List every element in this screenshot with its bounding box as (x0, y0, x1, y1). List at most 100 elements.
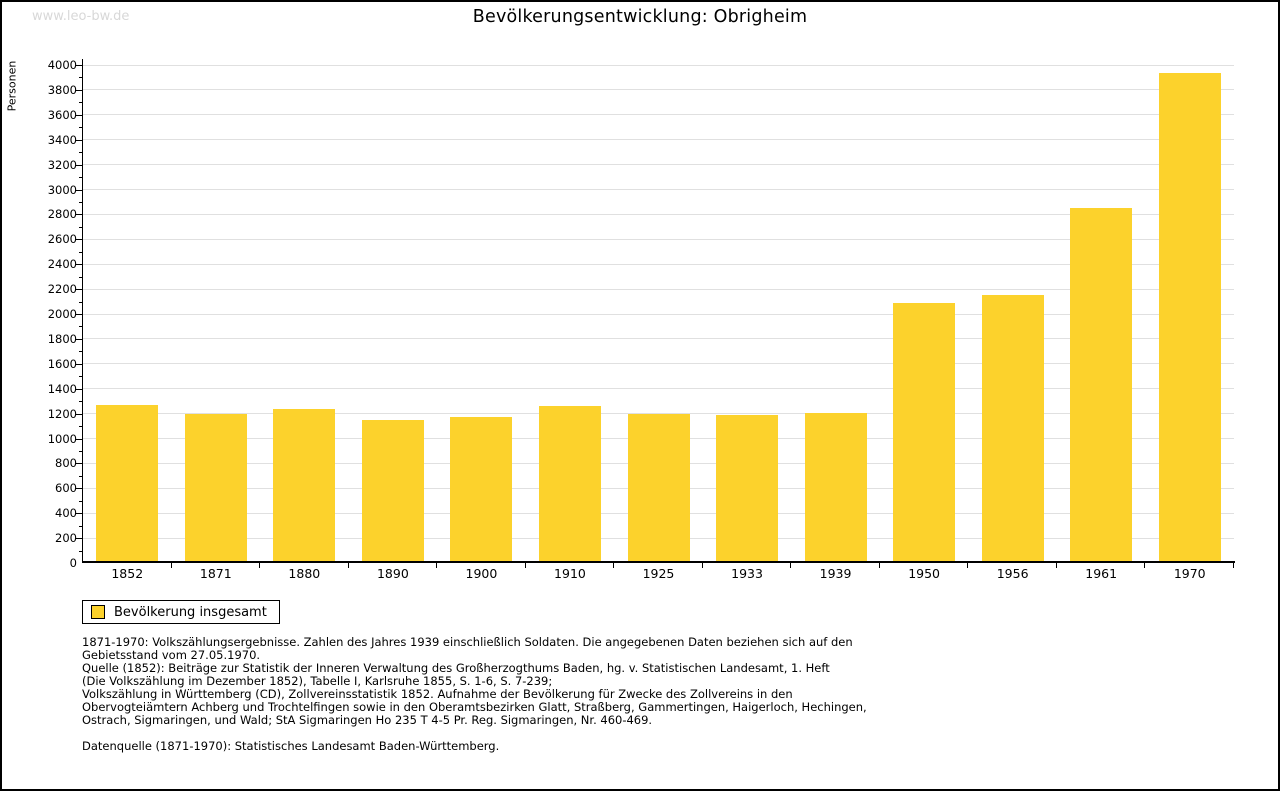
y-axis-tick (76, 513, 83, 515)
watermark: www.leo-bw.de (32, 9, 130, 24)
y-axis-minor-tick (79, 276, 83, 278)
x-axis-tick-label: 1939 (819, 566, 852, 581)
bar (893, 302, 956, 563)
x-axis-tick-label: 1900 (465, 566, 498, 581)
x-axis-tick (1055, 563, 1057, 568)
y-axis-tick (76, 214, 83, 216)
bar (184, 413, 247, 563)
y-axis-tick-label: 200 (55, 531, 77, 546)
y-axis-tick-label: 0 (69, 556, 77, 570)
y-axis-minor-tick (79, 201, 83, 203)
bar (627, 414, 690, 563)
y-axis-line (82, 59, 83, 563)
gridline (83, 238, 1234, 240)
footnote-line: Ostrach, Sigmaringen, und Wald; StA Sigm… (82, 713, 653, 727)
footnote-line: Volkszählung in Württemberg (CD), Zollve… (82, 687, 793, 701)
y-axis-tick (76, 338, 83, 340)
y-axis-tick (76, 164, 83, 166)
y-axis-minor-tick (79, 550, 83, 552)
x-axis-tick-label: 1956 (996, 566, 1029, 581)
x-axis-tick-label: 1970 (1173, 566, 1206, 581)
x-axis-tick (524, 563, 526, 568)
y-axis-tick-label: 3600 (47, 107, 77, 122)
y-axis-tick (76, 65, 83, 66)
x-axis-tick (1144, 563, 1146, 568)
gridline (83, 64, 1234, 66)
x-axis-tick-label: 1950 (908, 566, 941, 581)
y-axis-tick (76, 264, 83, 266)
x-axis-tick (967, 563, 969, 568)
bar (538, 406, 601, 563)
y-axis-minor-tick (79, 475, 83, 477)
footnote-line: Quelle (1852): Beiträge zur Statistik de… (82, 661, 830, 675)
gridline (83, 213, 1234, 215)
y-axis-tick-label: 1200 (47, 406, 77, 421)
x-axis-tick-label: 1925 (642, 566, 675, 581)
x-axis-tick (790, 563, 792, 568)
y-axis-tick-label: 1000 (47, 431, 77, 446)
y-axis-minor-tick (79, 251, 83, 253)
x-axis-tick-label: 1933 (731, 566, 763, 581)
y-axis-minor-tick (79, 426, 83, 428)
y-axis-minor-tick (79, 326, 83, 328)
gridline (83, 139, 1234, 141)
y-axis-tick-label: 2400 (47, 257, 77, 272)
footnote-line: Gebietsstand vom 27.05.1970. (82, 648, 261, 662)
footnote-line: Obervogteiämtern Achberg und Trochtelfin… (82, 700, 867, 714)
gridline (83, 413, 1234, 415)
gridline (83, 263, 1234, 265)
y-axis-tick-label: 2600 (47, 232, 77, 247)
x-axis-tick (701, 563, 703, 568)
bar (96, 404, 159, 563)
x-axis-tick-label: 1961 (1085, 566, 1118, 581)
y-axis-tick-label: 2800 (47, 207, 77, 222)
x-axis-tick-label: 1871 (199, 566, 232, 581)
y-axis-minor-tick (79, 401, 83, 403)
y-axis-tick-label: 1400 (47, 381, 77, 396)
bar (361, 419, 424, 563)
y-axis-tick-label: 3800 (47, 82, 77, 97)
footnote-line: 1871-1970: Volkszählungsergebnisse. Zahl… (82, 635, 853, 649)
y-axis-tick-label: 2200 (47, 282, 77, 297)
bar (273, 409, 336, 563)
y-axis-tick (76, 239, 83, 241)
x-axis-tick (613, 563, 615, 568)
x-axis-tick (878, 563, 880, 568)
gridline (83, 114, 1234, 116)
x-axis-tick (259, 563, 261, 568)
y-axis-tick (76, 438, 83, 440)
y-axis-tick-label: 2000 (47, 307, 77, 321)
y-axis-tick-label: 600 (55, 481, 77, 496)
x-axis-tick (347, 563, 349, 568)
y-axis-minor-tick (79, 450, 83, 452)
gridline (83, 338, 1234, 340)
x-axis-tick-label: 1910 (554, 566, 586, 581)
y-axis-tick (76, 139, 83, 141)
y-axis-tick-label: 3400 (47, 132, 77, 147)
y-axis-tick (76, 463, 83, 465)
y-axis-tick (76, 363, 83, 365)
x-axis-line (82, 561, 1235, 563)
y-axis-minor-tick (79, 376, 83, 378)
y-axis-tick-label: 1800 (47, 331, 77, 346)
x-axis-tick-label: 1852 (111, 566, 144, 581)
y-axis-minor-tick (79, 301, 83, 303)
x-axis-tick (170, 563, 172, 568)
y-axis-minor-tick (79, 226, 83, 228)
x-axis-tick-label: 1880 (288, 566, 321, 581)
legend-swatch-icon (91, 605, 105, 619)
bar (981, 294, 1044, 563)
footnotes: 1871-1970: Volkszählungsergebnisse. Zahl… (82, 636, 867, 753)
y-axis-tick-label: 3000 (47, 182, 77, 197)
y-axis-tick (76, 413, 83, 415)
y-axis-tick-label: 3200 (47, 157, 77, 172)
gridline (83, 189, 1234, 190)
y-axis-minor-tick (79, 177, 83, 179)
bar (1070, 207, 1133, 563)
y-axis-minor-tick (79, 102, 83, 104)
y-axis-minor-tick (79, 77, 83, 79)
legend-label: Bevölkerung insgesamt (114, 604, 267, 620)
gridline (83, 164, 1234, 166)
x-axis-tick (1233, 563, 1234, 568)
